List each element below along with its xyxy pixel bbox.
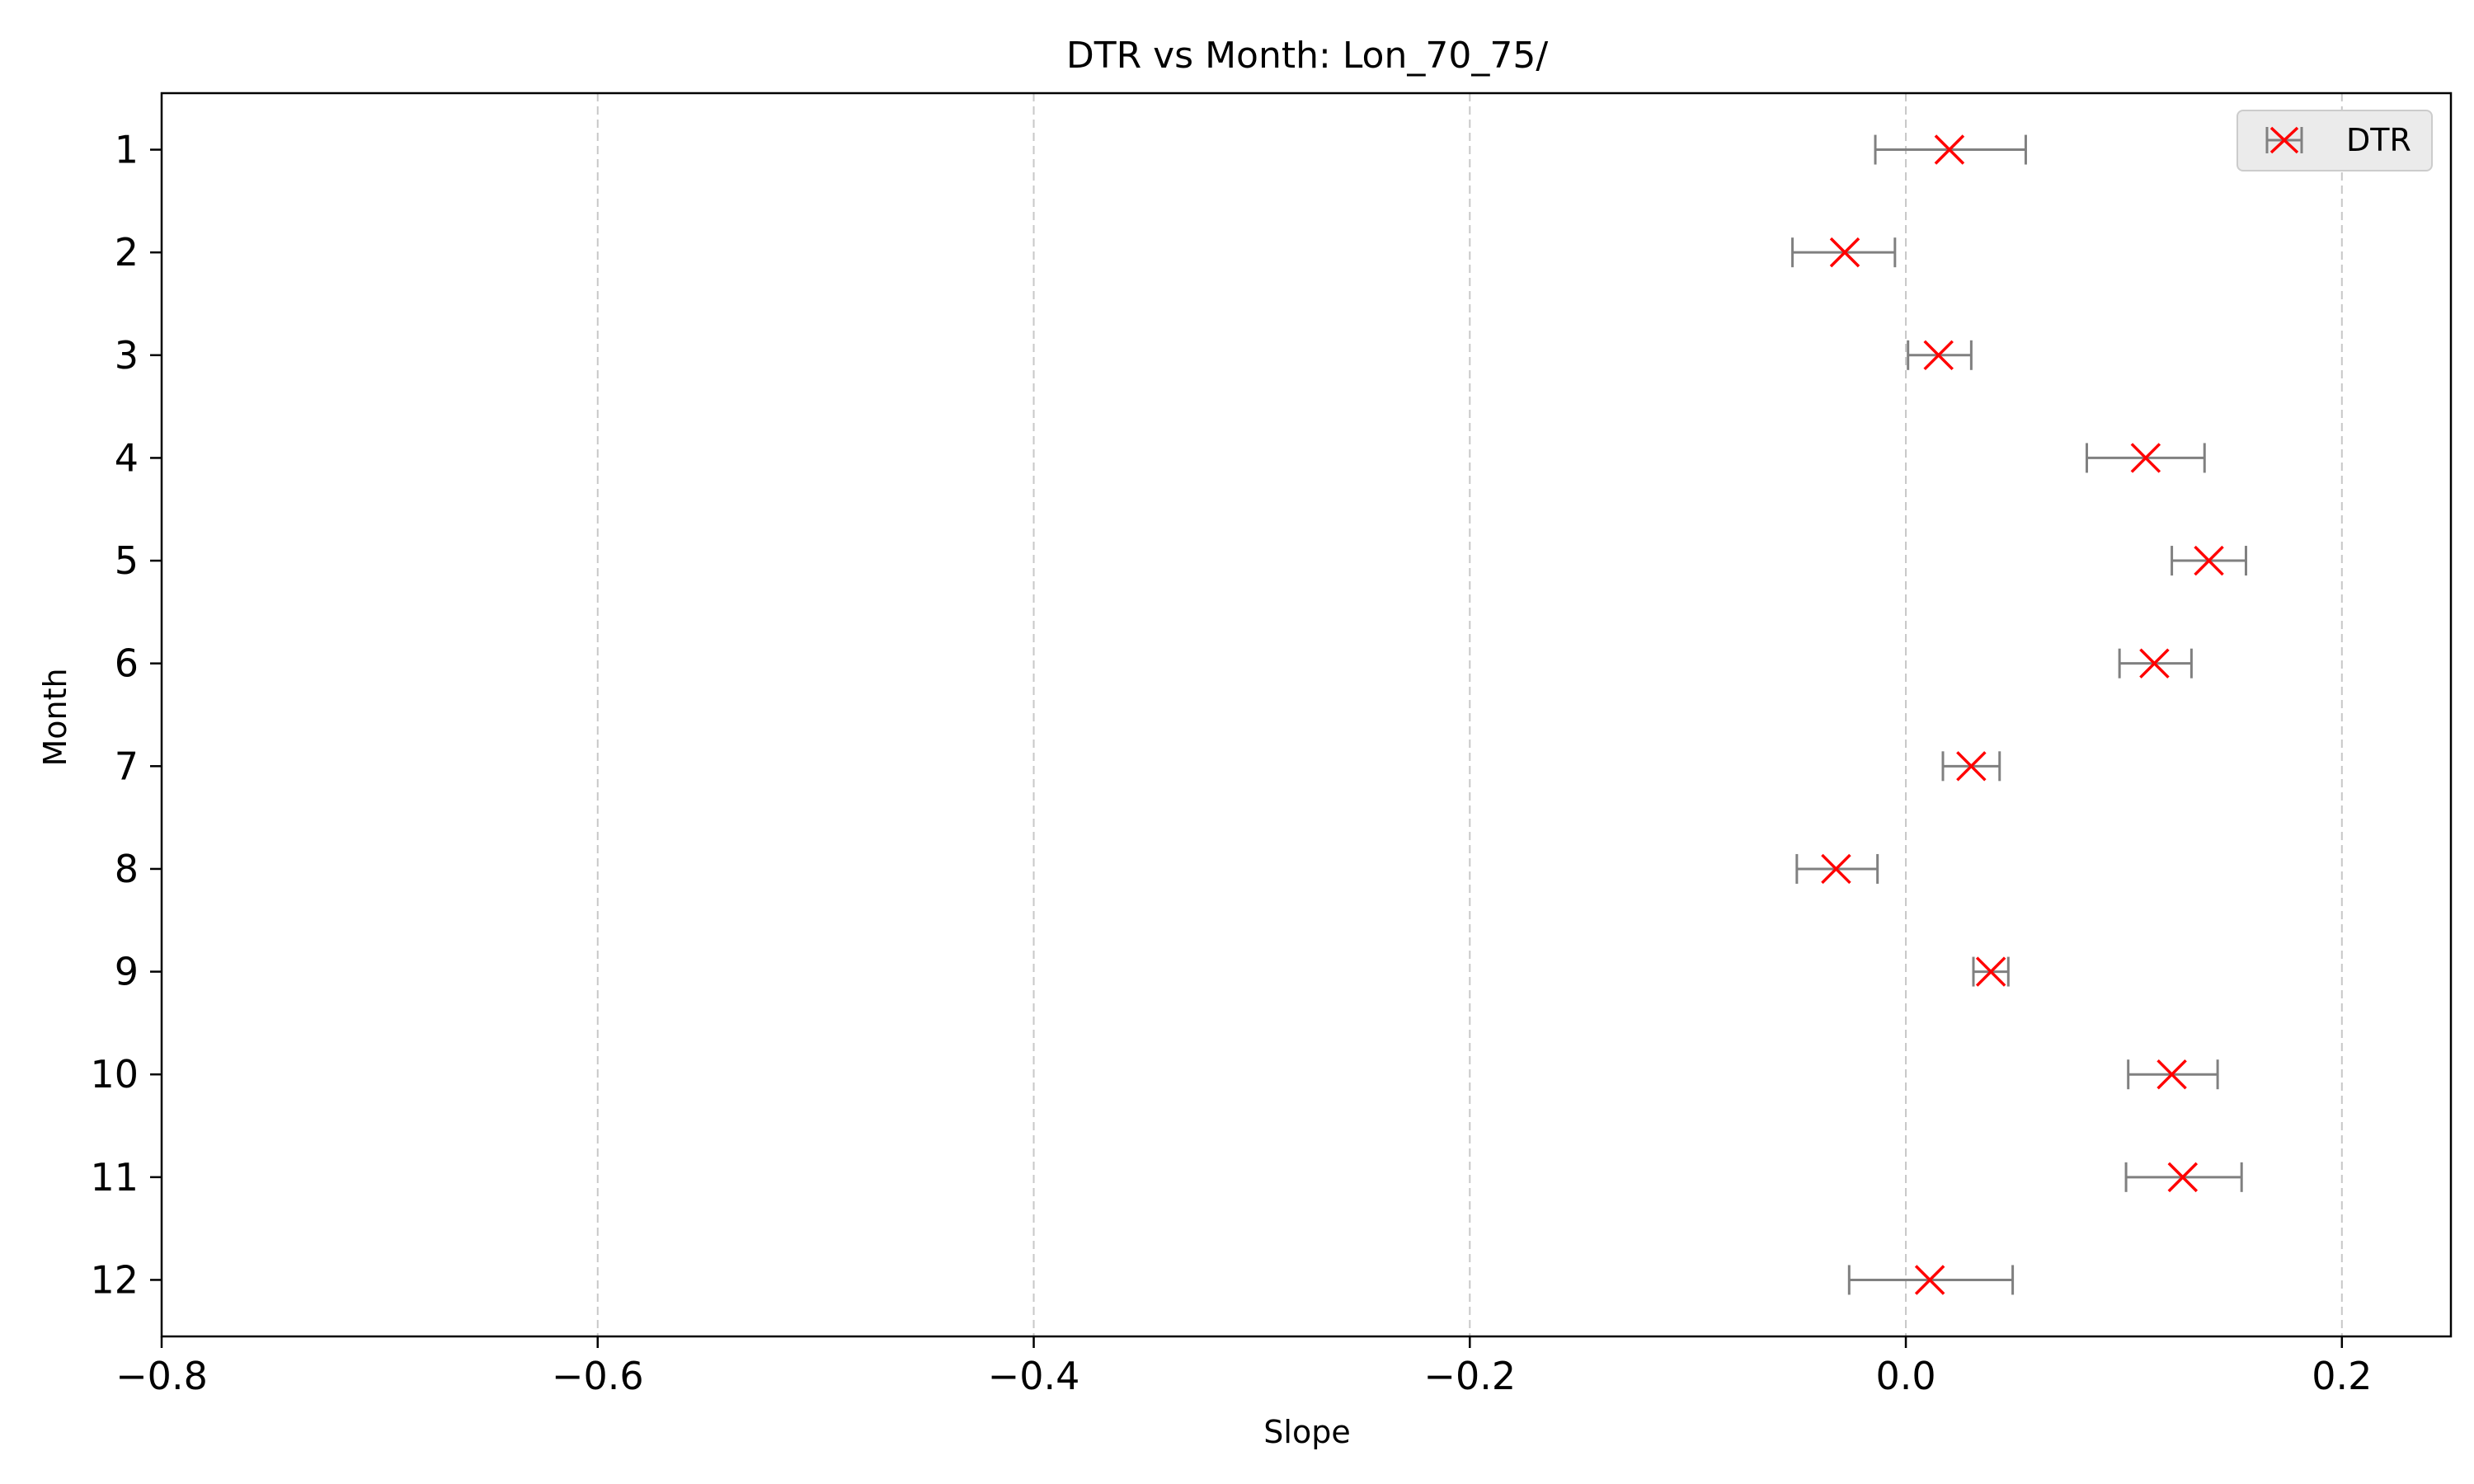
y-tick-label: 11 <box>90 1155 139 1200</box>
data-point-marker <box>1956 751 1987 782</box>
data-point-marker <box>1821 853 1851 885</box>
data-point-marker <box>2139 648 2170 679</box>
y-tick-label: 1 <box>115 128 139 172</box>
y-tick-label: 3 <box>115 333 139 378</box>
legend-box <box>2236 110 2433 171</box>
x-tick-label: −0.8 <box>115 1354 208 1398</box>
x-tick-label: −0.2 <box>1423 1354 1516 1398</box>
y-axis-label: Month <box>37 668 73 766</box>
x-tick-label: 0.2 <box>2312 1354 2372 1398</box>
data-point-marker <box>1914 1265 1945 1295</box>
x-axis-label: Slope <box>1263 1414 1350 1450</box>
data-point-marker <box>2157 1059 2187 1090</box>
data-point-marker <box>2130 443 2161 473</box>
legend-marker-x-icon <box>2269 126 2299 154</box>
y-tick-label: 10 <box>90 1052 139 1097</box>
x-axis-ticks: −0.8 −0.6 −0.4 −0.2 0.0 0.2 <box>115 1336 2372 1398</box>
y-tick-label: 8 <box>115 847 139 891</box>
marker-layer <box>1821 134 2224 1295</box>
chart-title: DTR vs Month: Lon_70_75/ <box>1066 35 1549 77</box>
y-tick-label: 12 <box>90 1257 139 1302</box>
y-tick-label: 5 <box>115 538 139 583</box>
data-point-marker <box>2167 1162 2199 1193</box>
legend-label: DTR <box>2346 122 2411 158</box>
y-tick-label: 9 <box>115 950 139 994</box>
data-point-marker <box>2194 545 2224 576</box>
data-point-marker <box>1975 956 2006 987</box>
y-tick-label: 2 <box>115 230 139 275</box>
x-tick-label: −0.4 <box>988 1354 1080 1398</box>
legend: DTR <box>2236 110 2433 171</box>
data-point-marker <box>1934 134 1965 165</box>
y-tick-label: 7 <box>115 744 139 788</box>
y-tick-label: 4 <box>115 435 139 480</box>
data-point-marker <box>1829 237 1860 268</box>
y-tick-label: 6 <box>115 641 139 686</box>
errorbar-layer <box>1791 134 2247 1295</box>
grid-layer <box>596 93 2343 1336</box>
plot-area-frame <box>160 92 2453 1338</box>
data-point-marker <box>1923 340 1954 371</box>
x-tick-label: 0.0 <box>1875 1354 1935 1398</box>
x-tick-label: −0.6 <box>552 1354 644 1398</box>
